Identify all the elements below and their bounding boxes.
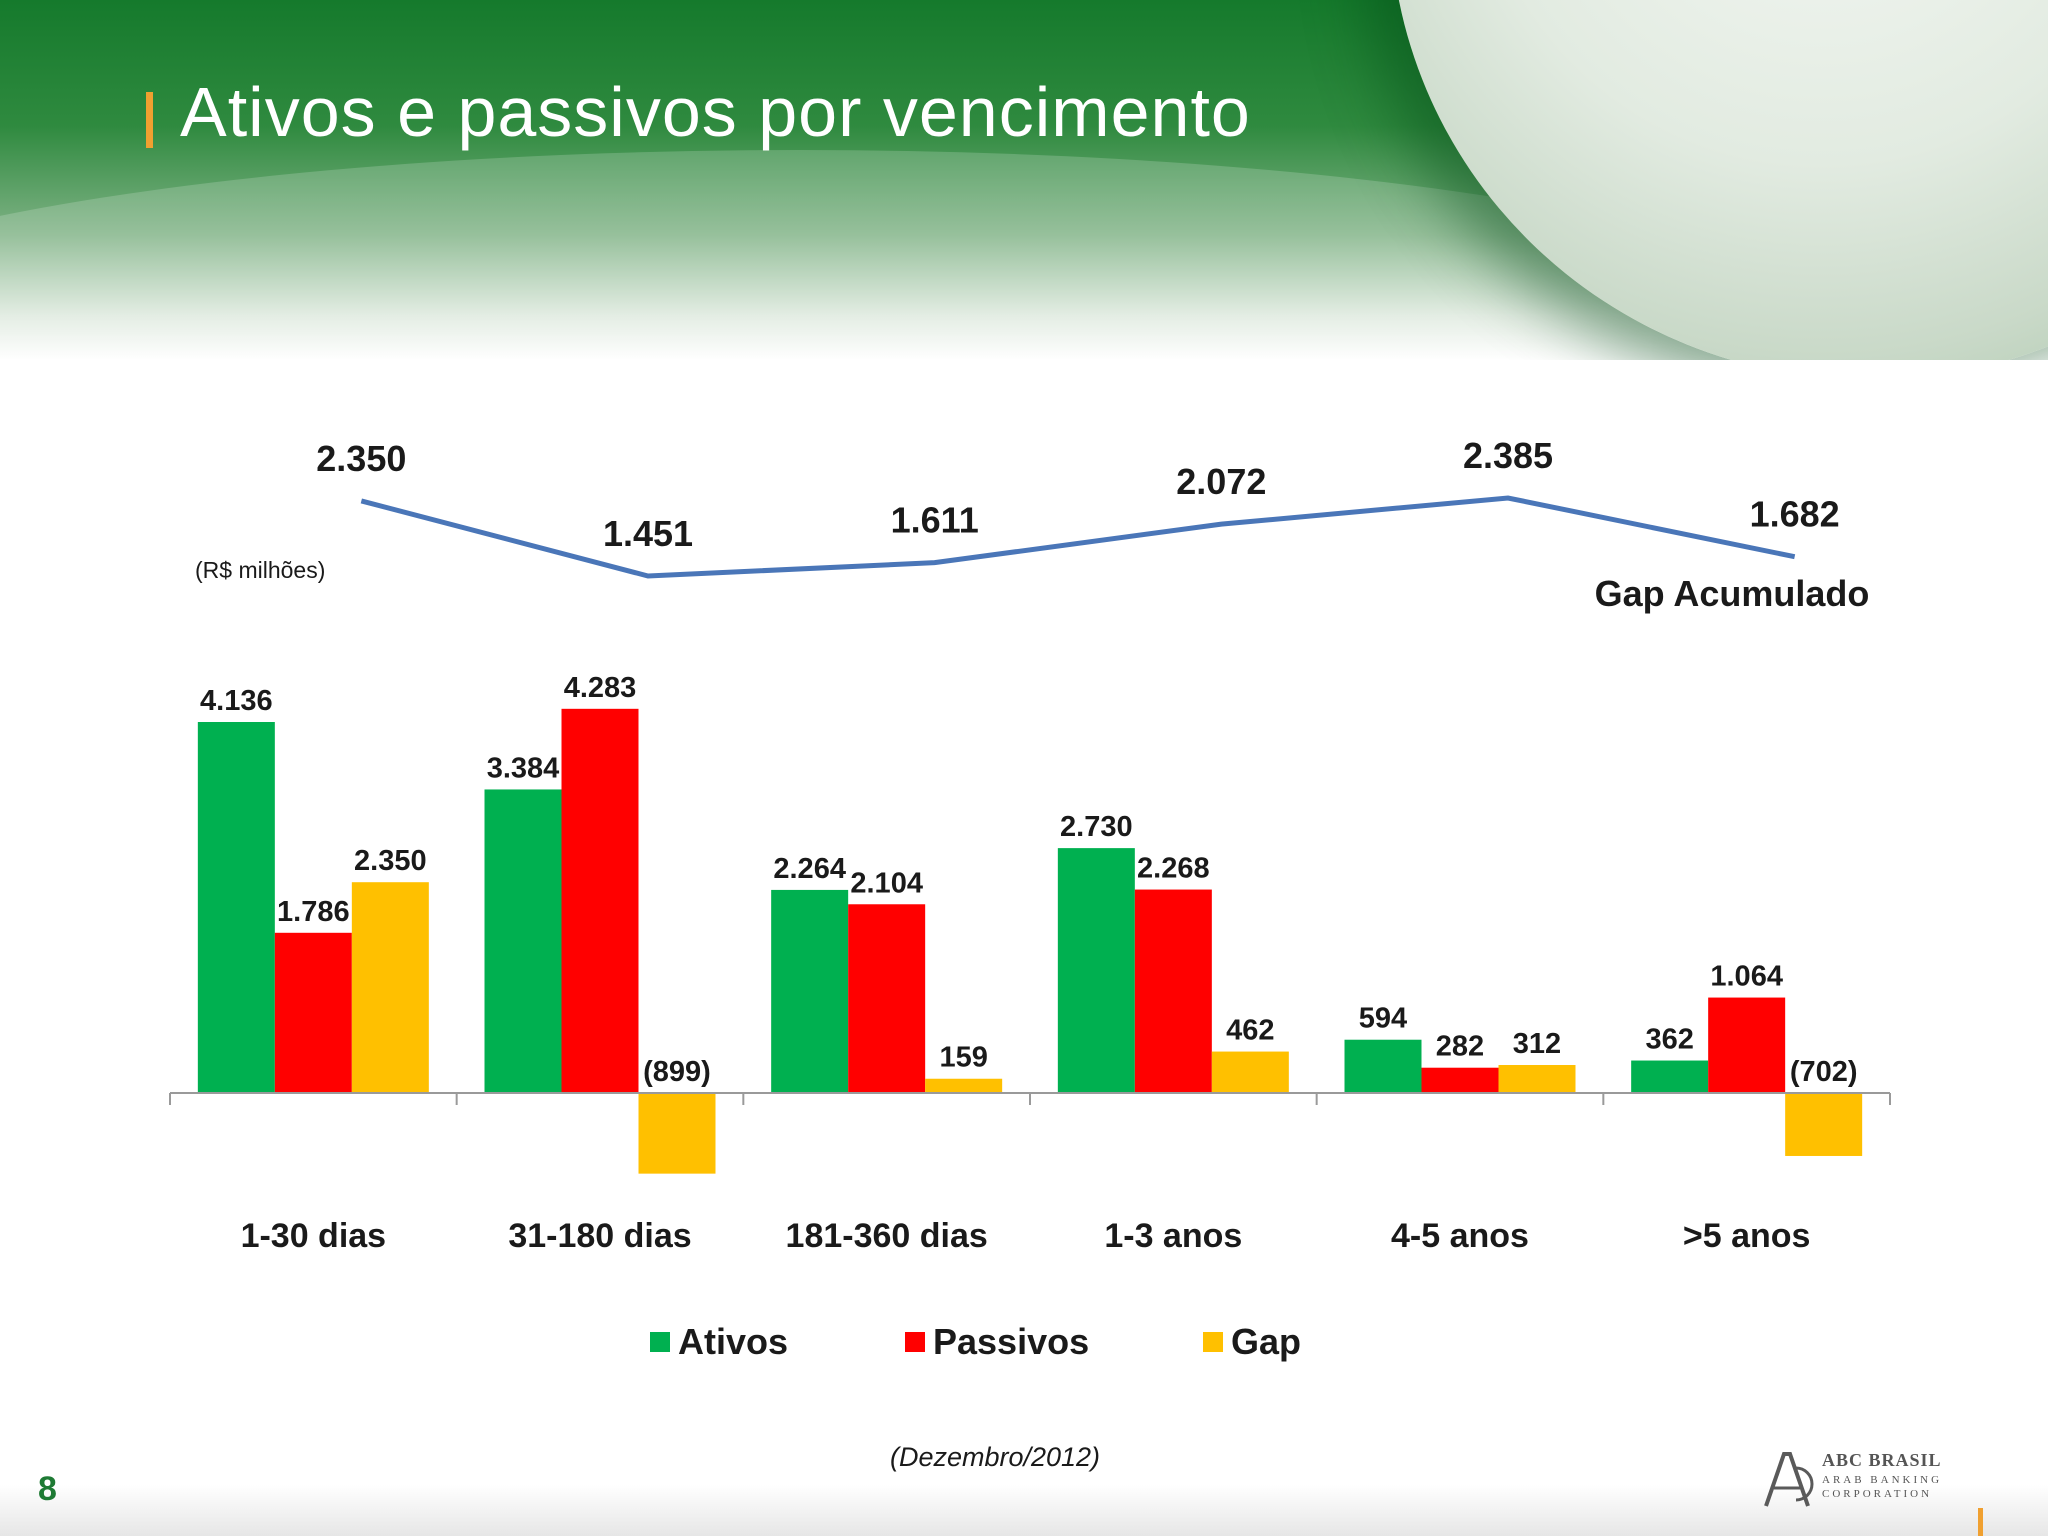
logo-tagline: CORPORATION (1822, 1488, 1933, 1500)
bar-passivos-4 (1134, 889, 1212, 1093)
header-banner (0, 0, 2048, 360)
legend-swatch-ativos (650, 1332, 670, 1352)
data-label: 2.730 (1060, 811, 1133, 843)
data-label: 1.064 (1710, 961, 1783, 993)
data-label: (899) (643, 1056, 711, 1088)
line-data-label: 1.451 (603, 513, 693, 554)
bar-passivos-1 (274, 932, 352, 1093)
data-label: 2.268 (1137, 853, 1210, 885)
category-label: 1-3 anos (1104, 1217, 1242, 1255)
slide-title: Ativos e passivos por vencimento (180, 73, 1251, 151)
logo-name: ABC BRASIL (1822, 1450, 1942, 1470)
category-label: 4-5 anos (1391, 1217, 1529, 1255)
bar-ativos-4 (1057, 848, 1135, 1093)
data-label: 4.283 (564, 672, 637, 704)
page-number: 8 (38, 1470, 57, 1508)
data-label: 2.104 (850, 867, 923, 899)
line-data-label: 2.385 (1463, 435, 1553, 476)
legend: Ativos Passivos Gap (650, 1321, 1301, 1362)
line-series-label: Gap Acumulado (1595, 573, 1870, 614)
logo-mark-icon (1764, 1452, 1814, 1507)
bars: 4.136 3.384 2.264 2.730 594 362 1.786 4.283 2.10… (197, 672, 1863, 1174)
bar-gap-1 (351, 882, 429, 1093)
category-label: >5 anos (1683, 1217, 1811, 1255)
corner-accent (1978, 1508, 1983, 1536)
data-label: 282 (1436, 1031, 1484, 1063)
category-label: 181-360 dias (786, 1217, 988, 1255)
data-label: 2.350 (354, 845, 427, 877)
bar-gap-5 (1498, 1065, 1576, 1093)
legend-label: Gap (1231, 1321, 1301, 1362)
legend-label: Passivos (933, 1321, 1089, 1362)
bar-gap-6 (1785, 1093, 1863, 1156)
bar-gap-3 (925, 1078, 1003, 1093)
bar-passivos-6 (1708, 997, 1786, 1093)
bar-ativos-6 (1631, 1060, 1709, 1093)
unit-note: (R$ milhões) (195, 557, 325, 583)
data-label: 1.786 (277, 896, 350, 928)
line-data-label: 1.682 (1750, 494, 1840, 535)
data-label: 362 (1645, 1024, 1693, 1056)
bar-gap-2 (638, 1093, 716, 1174)
footer-band (0, 1485, 2048, 1536)
maturity-chart: (R$ milhões) 2.350 1.451 1.611 2.072 2.385 1.… (169, 435, 1891, 1362)
bar-passivos-3 (848, 904, 926, 1093)
data-label: 3.384 (487, 752, 560, 784)
data-label: (702) (1790, 1056, 1858, 1088)
gap-acumulado-polyline (360, 495, 1796, 579)
line-data-label: 2.350 (316, 438, 406, 479)
data-label: 594 (1359, 1003, 1407, 1035)
bar-passivos-5 (1421, 1067, 1499, 1093)
data-label: 2.264 (773, 853, 846, 885)
bar-ativos-2 (484, 789, 562, 1093)
x-axis: 1-30 dias 31-180 dias 181-360 dias 1-3 anos… (169, 1092, 1891, 1255)
bar-passivos-2 (561, 708, 639, 1093)
data-label: 462 (1226, 1015, 1274, 1047)
category-label: 1-30 dias (241, 1217, 387, 1255)
bar-ativos-1 (197, 722, 275, 1093)
legend-label: Ativos (678, 1321, 788, 1362)
category-label: 31-180 dias (508, 1217, 691, 1255)
logo-tagline: ARAB BANKING (1822, 1474, 1943, 1486)
title-accent-bar (146, 92, 153, 148)
footnote: (Dezembro/2012) (889, 1442, 1101, 1472)
legend-swatch-passivos (905, 1332, 925, 1352)
bar-gap-4 (1211, 1051, 1289, 1093)
line-data-label: 1.611 (891, 500, 979, 541)
data-label: 159 (939, 1042, 987, 1074)
data-label: 312 (1513, 1028, 1561, 1060)
abc-brasil-logo: ABC BRASIL ARAB BANKING CORPORATION (1760, 1448, 1960, 1516)
bar-ativos-5 (1344, 1039, 1422, 1093)
legend-swatch-gap (1203, 1332, 1223, 1352)
bar-ativos-3 (771, 889, 849, 1093)
data-label: 4.136 (200, 685, 273, 717)
gap-acumulado-line: 2.350 1.451 1.611 2.072 2.385 1.682 (316, 435, 1840, 579)
line-data-label: 2.072 (1176, 461, 1266, 502)
